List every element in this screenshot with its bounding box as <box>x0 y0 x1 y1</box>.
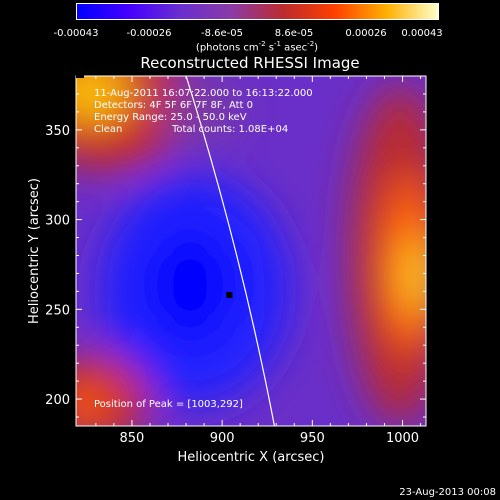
colorbar-units: (photons cm-2 s-1 asec-2) <box>195 40 319 54</box>
colorbar-tick-label: 0.00026 <box>345 28 387 39</box>
total-counts-label: Total counts: 1.08E+04 <box>172 124 289 135</box>
colorbar-tick-label: 8.6e-05 <box>274 28 314 39</box>
detectors-label: Detectors: 4F 5F 6F 7F 8F, Att 0 <box>94 100 254 111</box>
x-tick-label: 1000 <box>386 431 419 446</box>
x-tick-label: 850 <box>120 431 145 446</box>
colorbar-tick-label: -8.6e-05 <box>201 28 243 39</box>
center-marker <box>226 291 233 298</box>
energy-range-label: Energy Range: 25.0 - 50.0 keV <box>94 112 247 123</box>
heatmap-image <box>76 76 426 426</box>
method-label: Clean <box>94 124 123 135</box>
peak-position-label: Position of Peak = [1003,292] <box>94 399 243 410</box>
y-axis-label: Heliocentric Y (arcsec) <box>27 178 42 324</box>
y-tick-label: 250 <box>45 303 70 318</box>
y-tick-label: 350 <box>45 124 70 139</box>
x-tick-label: 950 <box>300 431 325 446</box>
colorbar-tick-label: -0.00043 <box>53 28 99 39</box>
plot-frame <box>75 75 427 427</box>
time-range-label: 11-Aug-2011 16:07:22.000 to 16:13:22.000 <box>94 88 313 99</box>
colorbar <box>76 3 439 20</box>
corner-marker <box>76 74 84 78</box>
colorbar-tick-label: -0.00026 <box>126 28 172 39</box>
solar-limb-line <box>185 76 276 426</box>
timestamp-footer: 23-Aug-2013 00:08 <box>399 487 496 498</box>
y-tick-label: 200 <box>45 393 70 408</box>
y-tick-label: 300 <box>45 214 70 229</box>
colorbar-tick-label: 0.00043 <box>401 28 443 39</box>
x-axis-label: Heliocentric X (arcsec) <box>178 450 325 465</box>
x-tick-label: 900 <box>210 431 235 446</box>
chart-title: Reconstructed RHESSI Image <box>140 54 360 72</box>
